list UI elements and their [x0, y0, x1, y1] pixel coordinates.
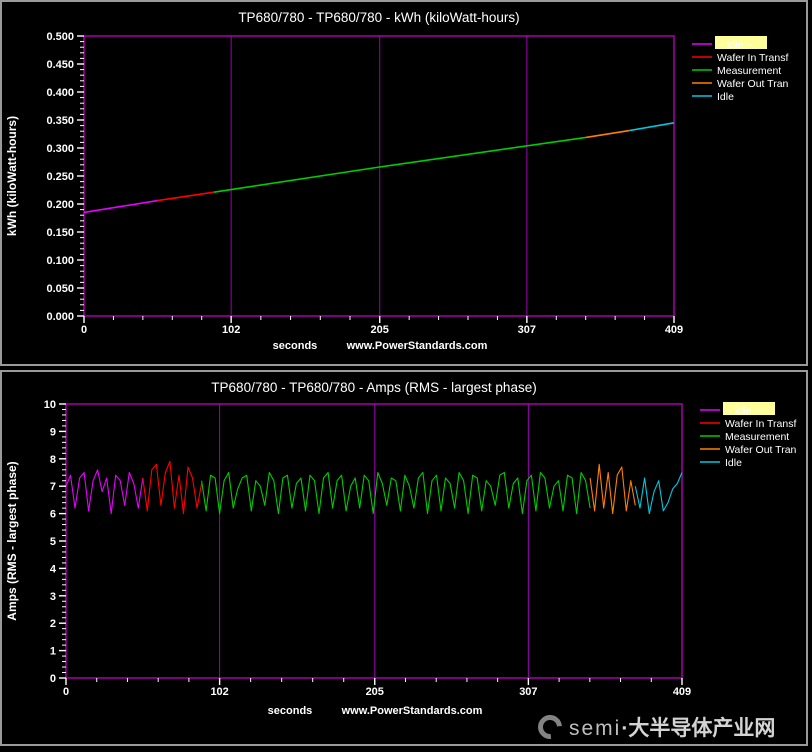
powerstandards-watermark: www.PowerStandards.com [341, 705, 483, 717]
y-tick-label: 0.300 [46, 143, 74, 155]
series-line [84, 201, 158, 213]
series-line [629, 123, 674, 131]
y-tick-label: 8 [50, 454, 56, 466]
y-axis-label: Amps (RMS - largest phase) [5, 461, 19, 620]
y-tick-label: 0.000 [46, 311, 74, 323]
y-tick-label: 9 [50, 426, 56, 438]
y-tick-label: 0.450 [46, 59, 74, 71]
series [66, 462, 682, 514]
y-tick-label: 5 [50, 536, 56, 548]
legend-label: Wafer In Transf [725, 418, 796, 430]
x-tick-label: 307 [519, 686, 537, 698]
legend-label: Wafer Out Tran [725, 444, 797, 456]
legend-label: Idle [717, 91, 734, 103]
site-watermark: semi·大半导体产业网 [538, 712, 775, 742]
grid [84, 36, 674, 316]
y-tick-label: 7 [50, 481, 56, 493]
x-tick-label: 102 [210, 686, 228, 698]
plot-frame [66, 404, 682, 678]
series-line [158, 192, 214, 200]
x-axis-label: seconds [268, 705, 313, 717]
y-tick-label: 0.150 [46, 227, 74, 239]
axis-ticks: 0.000 0.050 0.100 0.150 0.200 0.250 0.300 0.350… [46, 31, 683, 336]
legend-label: Measurement [725, 431, 789, 443]
x-tick-label: 0 [81, 324, 87, 336]
y-tick-label: 10 [44, 399, 56, 411]
y-tick-label: 4 [50, 563, 57, 575]
watermark-brand: semi [569, 717, 621, 740]
grid [66, 404, 682, 678]
power-analyzer-report: 0.000 0.050 0.100 0.150 0.200 0.250 0.300 0.350… [0, 0, 812, 752]
y-tick-label: 1 [50, 646, 56, 658]
y-tick-label: 0 [50, 673, 56, 685]
x-tick-label: 205 [366, 686, 384, 698]
watermark-site: ·大半导体产业网 [621, 717, 775, 740]
y-tick-label: 0.500 [46, 31, 74, 43]
chart-title: TP680/780 - TP680/780 - Amps (RMS - larg… [211, 380, 536, 395]
x-tick-label: 409 [673, 686, 691, 698]
series-line [143, 462, 202, 514]
legend-label: Idle [725, 457, 742, 469]
kwh-chart-panel: 0.000 0.050 0.100 0.150 0.200 0.250 0.300 0.350… [0, 0, 808, 366]
series-line [635, 473, 682, 514]
y-tick-label: 0.400 [46, 87, 74, 99]
x-tick-label: 0 [63, 686, 69, 698]
legend-label: -- idle -- [725, 405, 762, 417]
series-line [214, 137, 586, 192]
y-tick-label: 0.250 [46, 171, 74, 183]
amps-chart: 0 1 2 3 4 5 6 7 8 9 10 0 102 205 307 409 TP680/780 - TP6… [2, 372, 806, 744]
legend-label: -- idle -- [717, 39, 754, 51]
y-tick-label: 6 [50, 509, 56, 521]
series-line [66, 470, 143, 514]
legend-label: Wafer Out Tran [717, 78, 789, 90]
y-tick-label: 2 [50, 618, 56, 630]
legend-label: Wafer In Transf [717, 52, 788, 64]
legend: -- idle --Wafer In TransfMeasurementWafe… [692, 36, 789, 103]
chart-title: TP680/780 - TP680/780 - kWh (kiloWatt-ho… [238, 10, 519, 25]
powerstandards-watermark: www.PowerStandards.com [346, 340, 488, 352]
y-tick-label: 0.100 [46, 255, 74, 267]
legend: -- idle --Wafer In TransfMeasurementWafe… [700, 402, 797, 469]
y-tick-label: 0.350 [46, 115, 74, 127]
x-tick-label: 102 [222, 324, 240, 336]
amps-chart-panel: 0 1 2 3 4 5 6 7 8 9 10 0 102 205 307 409 TP680/780 - TP6… [0, 370, 808, 746]
y-tick-label: 0.200 [46, 199, 74, 211]
y-tick-label: 0.050 [46, 283, 74, 295]
series-line [586, 131, 629, 138]
kwh-chart: 0.000 0.050 0.100 0.150 0.200 0.250 0.300 0.350… [2, 2, 806, 364]
legend-label: Measurement [717, 65, 781, 77]
watermark-text: semi·大半导体产业网 [569, 712, 775, 742]
plot-frame [84, 36, 674, 316]
x-tick-label: 205 [371, 324, 389, 336]
x-tick-label: 409 [665, 324, 683, 336]
x-axis-label: seconds [273, 340, 318, 352]
x-tick-label: 307 [518, 324, 536, 336]
y-tick-label: 3 [50, 591, 56, 603]
axis-ticks: 0 1 2 3 4 5 6 7 8 9 10 0 102 205 307 409 [44, 399, 691, 698]
series-line [590, 464, 635, 513]
y-axis-label: kWh (kiloWatt-hours) [5, 116, 19, 236]
series [84, 123, 674, 213]
semi-logo-icon [533, 710, 567, 744]
series-line [202, 473, 590, 514]
